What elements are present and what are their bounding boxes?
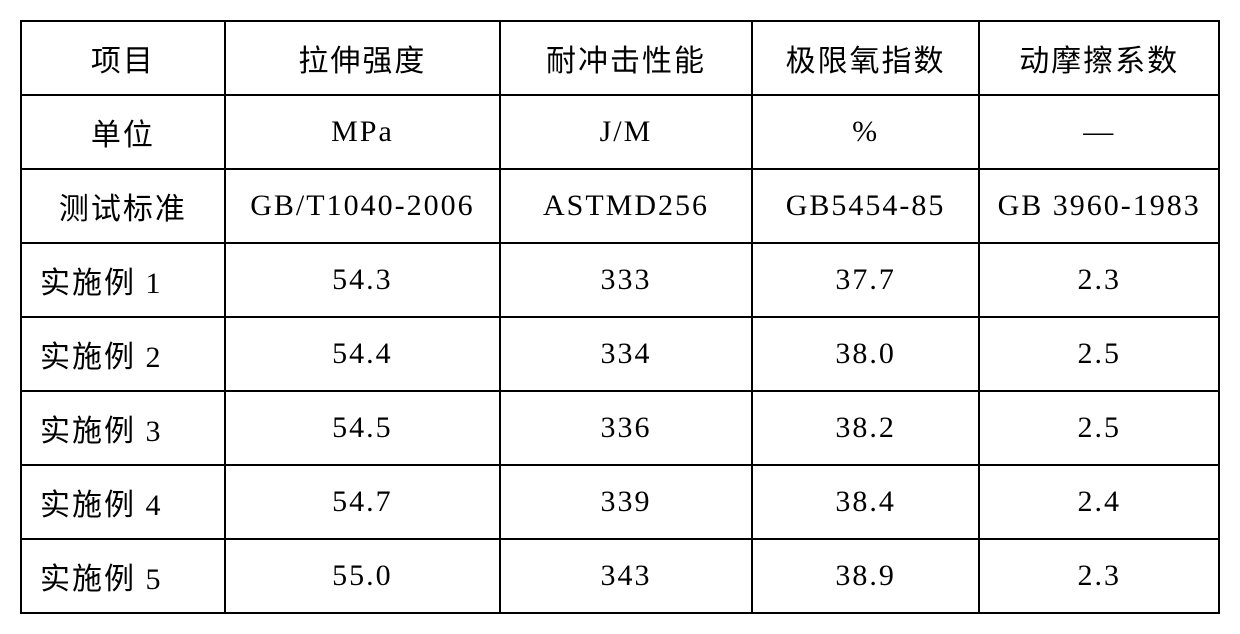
data-cell-impact: 336 [500, 391, 752, 465]
data-cell-oxygen: 37.7 [752, 243, 980, 317]
data-cell-impact: 339 [500, 465, 752, 539]
table-standard-row: 测试标准 GB/T1040-2006 ASTMD256 GB5454-85 GB… [21, 169, 1219, 243]
data-cell-tensile: 54.5 [225, 391, 501, 465]
data-cell-oxygen: 38.4 [752, 465, 980, 539]
header-cell-oxygen: 极限氧指数 [752, 21, 980, 95]
header-cell-impact: 耐冲击性能 [500, 21, 752, 95]
data-table-container: 项目 拉伸强度 耐冲击性能 极限氧指数 动摩擦系数 单位 MPa J/M % —… [20, 20, 1220, 614]
data-cell-friction: 2.5 [979, 391, 1219, 465]
data-cell-friction: 2.3 [979, 539, 1219, 613]
data-cell-oxygen: 38.0 [752, 317, 980, 391]
data-cell-friction: 2.4 [979, 465, 1219, 539]
data-cell-label: 实施例 3 [21, 391, 225, 465]
table-row: 实施例 1 54.3 333 37.7 2.3 [21, 243, 1219, 317]
table-row: 实施例 2 54.4 334 38.0 2.5 [21, 317, 1219, 391]
data-cell-label: 实施例 5 [21, 539, 225, 613]
standard-cell-label: 测试标准 [21, 169, 225, 243]
unit-cell-oxygen: % [752, 95, 980, 169]
header-cell-item: 项目 [21, 21, 225, 95]
material-properties-table: 项目 拉伸强度 耐冲击性能 极限氧指数 动摩擦系数 单位 MPa J/M % —… [20, 20, 1220, 614]
table-row: 实施例 3 54.5 336 38.2 2.5 [21, 391, 1219, 465]
table-header-row: 项目 拉伸强度 耐冲击性能 极限氧指数 动摩擦系数 [21, 21, 1219, 95]
table-row: 实施例 5 55.0 343 38.9 2.3 [21, 539, 1219, 613]
standard-cell-impact: ASTMD256 [500, 169, 752, 243]
data-cell-oxygen: 38.9 [752, 539, 980, 613]
data-cell-tensile: 54.7 [225, 465, 501, 539]
standard-cell-friction: GB 3960-1983 [979, 169, 1219, 243]
data-cell-oxygen: 38.2 [752, 391, 980, 465]
data-cell-label: 实施例 2 [21, 317, 225, 391]
data-cell-impact: 334 [500, 317, 752, 391]
data-cell-friction: 2.3 [979, 243, 1219, 317]
unit-cell-tensile: MPa [225, 95, 501, 169]
data-cell-impact: 333 [500, 243, 752, 317]
header-cell-tensile: 拉伸强度 [225, 21, 501, 95]
data-cell-tensile: 54.4 [225, 317, 501, 391]
data-cell-tensile: 55.0 [225, 539, 501, 613]
data-cell-label: 实施例 1 [21, 243, 225, 317]
standard-cell-tensile: GB/T1040-2006 [225, 169, 501, 243]
header-cell-friction: 动摩擦系数 [979, 21, 1219, 95]
data-cell-friction: 2.5 [979, 317, 1219, 391]
table-unit-row: 单位 MPa J/M % — [21, 95, 1219, 169]
unit-cell-friction: — [979, 95, 1219, 169]
data-cell-label: 实施例 4 [21, 465, 225, 539]
unit-cell-label: 单位 [21, 95, 225, 169]
table-row: 实施例 4 54.7 339 38.4 2.4 [21, 465, 1219, 539]
data-cell-tensile: 54.3 [225, 243, 501, 317]
unit-cell-impact: J/M [500, 95, 752, 169]
standard-cell-oxygen: GB5454-85 [752, 169, 980, 243]
data-cell-impact: 343 [500, 539, 752, 613]
